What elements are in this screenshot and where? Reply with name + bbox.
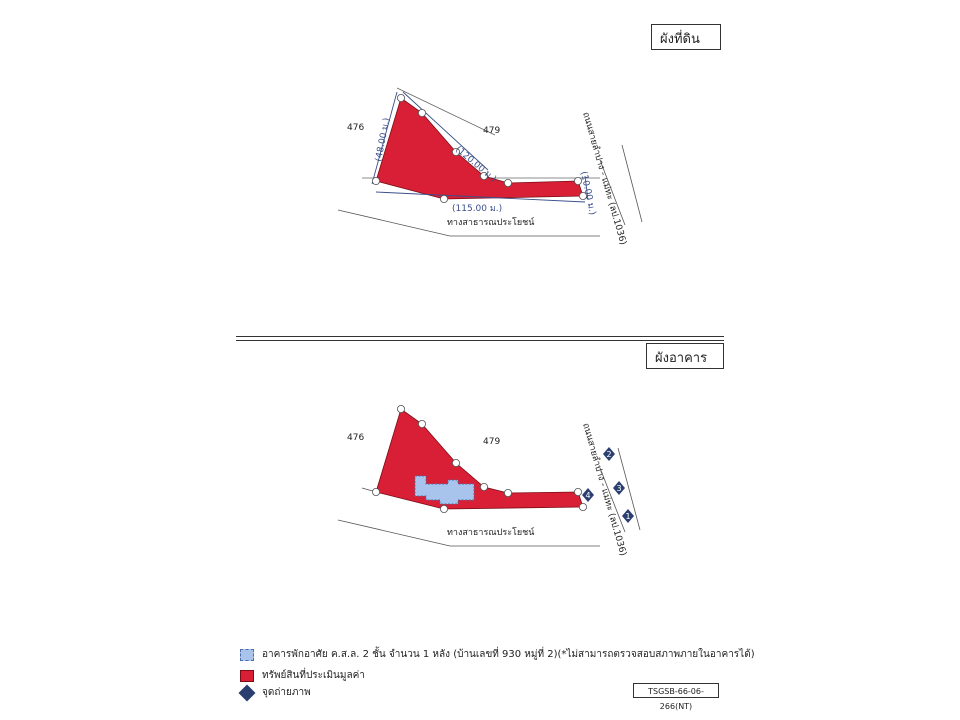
legend-label-building: อาคารพักอาศัย ค.ส.ล. 2 ชั้น จำนวน 1 หลัง… (262, 649, 755, 660)
legend-label-photo-point: จุดถ่ายภาพ (262, 687, 311, 698)
land-plan-title: ผังที่ดิน (651, 24, 721, 50)
dimension-label-bottom: (115.00 ม.) (452, 204, 502, 214)
road-edge-line (599, 467, 626, 533)
road-edge-line (337, 209, 451, 237)
building-swatch (240, 648, 254, 661)
road-edge-line (621, 144, 643, 223)
property-swatch (240, 669, 254, 682)
legend-item-building: อาคารพักอาศัย ค.ส.ล. 2 ชั้น จำนวน 1 หลัง… (240, 647, 755, 662)
legend-item-property: ทรัพย์สินที่ประเมินมูลค่า (240, 668, 365, 683)
building-plan: 476 479 ทางสาธารณประโยชน์ ถนนสายลำปาง - … (337, 404, 641, 557)
photo-point-marker[interactable]: 1 (622, 509, 634, 523)
boundary-line (396, 87, 496, 136)
property-parcel (375, 408, 584, 510)
plot-number-left: 476 (347, 433, 364, 443)
photo-point-marker[interactable]: 3 (613, 481, 625, 495)
legend-item-photo-point: จุดถ่ายภาพ (238, 684, 311, 701)
building-plan-title: ผังอาคาร (646, 343, 724, 369)
legend-label-property: ทรัพย์สินที่ประเมินมูลค่า (262, 670, 365, 681)
plot-number-left: 476 (347, 123, 364, 133)
land-plan: 476 479 (48.00 ม.) (120.00 ม.) (10.00 ม.… (337, 87, 643, 246)
road-edge-line (599, 159, 626, 226)
dimension-lines (371, 91, 589, 203)
section-divider (236, 340, 724, 341)
road-edge-line (337, 519, 451, 547)
photo-point-label: 1 (625, 512, 630, 521)
building-footprint (414, 475, 475, 505)
road-edge-line (617, 447, 641, 531)
diamond-icon (238, 684, 256, 701)
property-parcel (375, 97, 584, 200)
photo-point-marker[interactable]: 4 (582, 488, 594, 502)
photo-point-label: 3 (616, 484, 621, 493)
road-label-public: ทางสาธารณประโยชน์ (447, 216, 535, 228)
plot-number-right: 479 (483, 437, 500, 447)
photo-point-label: 2 (606, 450, 611, 459)
corner-markers (371, 94, 588, 203)
road-label-public: ทางสาธารณประโยชน์ (447, 526, 535, 538)
plot-number-right: 479 (483, 126, 500, 136)
reference-code: TSGSB-66-06-266(NT) (633, 683, 719, 711)
photo-point-marker[interactable]: 2 (603, 447, 615, 461)
section-divider (236, 336, 724, 337)
photo-point-label: 4 (585, 491, 590, 500)
corner-markers (371, 404, 588, 513)
